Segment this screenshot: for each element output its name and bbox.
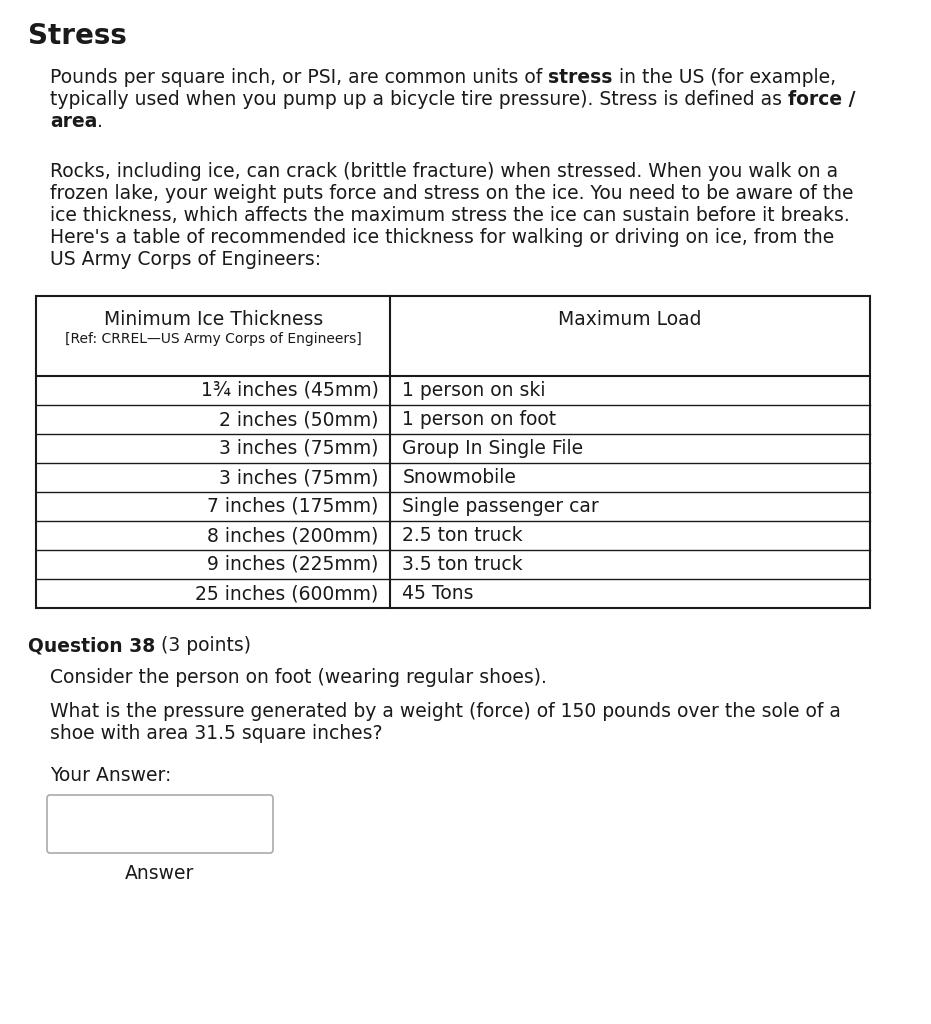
Text: in the US (for example,: in the US (for example,: [613, 68, 836, 87]
Text: [Ref: CRREL—US Army Corps of Engineers]: [Ref: CRREL—US Army Corps of Engineers]: [65, 332, 361, 346]
Text: 2 inches (50mm): 2 inches (50mm): [219, 410, 378, 429]
Text: 45 Tons: 45 Tons: [402, 584, 474, 603]
Text: Question 38: Question 38: [28, 636, 155, 655]
Text: 1 person on ski: 1 person on ski: [402, 381, 546, 400]
Text: Maximum Load: Maximum Load: [559, 310, 702, 329]
Text: 9 inches (225mm): 9 inches (225mm): [207, 555, 378, 574]
Text: What is the pressure generated by a weight (force) of 150 pounds over the sole o: What is the pressure generated by a weig…: [50, 702, 841, 721]
Text: 25 inches (600mm): 25 inches (600mm): [196, 584, 378, 603]
Text: Rocks, including ice, can crack (brittle fracture) when stressed. When you walk : Rocks, including ice, can crack (brittle…: [50, 162, 838, 181]
Text: 2.5 ton truck: 2.5 ton truck: [402, 526, 523, 545]
Text: Stress: Stress: [28, 22, 127, 50]
Text: 3.5 ton truck: 3.5 ton truck: [402, 555, 523, 574]
Text: Here's a table of recommended ice thickness for walking or driving on ice, from : Here's a table of recommended ice thickn…: [50, 228, 834, 247]
Text: frozen lake, your weight puts force and stress on the ice. You need to be aware : frozen lake, your weight puts force and …: [50, 184, 854, 203]
Text: Answer: Answer: [126, 864, 195, 883]
Text: Pounds per square inch, or PSI, are common units of: Pounds per square inch, or PSI, are comm…: [50, 68, 548, 87]
Text: 8 inches (200mm): 8 inches (200mm): [207, 526, 378, 545]
Text: Consider the person on foot (wearing regular shoes).: Consider the person on foot (wearing reg…: [50, 668, 546, 687]
FancyBboxPatch shape: [47, 795, 273, 853]
Bar: [36, 296, 870, 608]
Text: area: area: [50, 112, 98, 131]
Text: ice thickness, which affects the maximum stress the ice can sustain before it br: ice thickness, which affects the maximum…: [50, 206, 850, 225]
Text: 1 person on foot: 1 person on foot: [402, 410, 557, 429]
Text: 1¾ inches (45mm): 1¾ inches (45mm): [200, 381, 378, 400]
Text: Single passenger car: Single passenger car: [402, 497, 600, 516]
Text: (3 points): (3 points): [155, 636, 251, 655]
Text: stress: stress: [548, 68, 613, 87]
Text: 3 inches (75mm): 3 inches (75mm): [219, 439, 378, 458]
Text: typically used when you pump up a bicycle tire pressure). Stress is defined as: typically used when you pump up a bicycl…: [50, 90, 788, 109]
Text: Minimum Ice Thickness: Minimum Ice Thickness: [103, 310, 323, 329]
Text: Group In Single File: Group In Single File: [402, 439, 584, 458]
Text: 3 inches (75mm): 3 inches (75mm): [219, 468, 378, 487]
Text: 7 inches (175mm): 7 inches (175mm): [207, 497, 378, 516]
Text: Snowmobile: Snowmobile: [402, 468, 517, 487]
Text: force /: force /: [788, 90, 856, 109]
Text: shoe with area 31.5 square inches?: shoe with area 31.5 square inches?: [50, 724, 383, 743]
Text: .: .: [98, 112, 103, 131]
Text: US Army Corps of Engineers:: US Army Corps of Engineers:: [50, 250, 321, 269]
Text: Your Answer:: Your Answer:: [50, 766, 171, 785]
